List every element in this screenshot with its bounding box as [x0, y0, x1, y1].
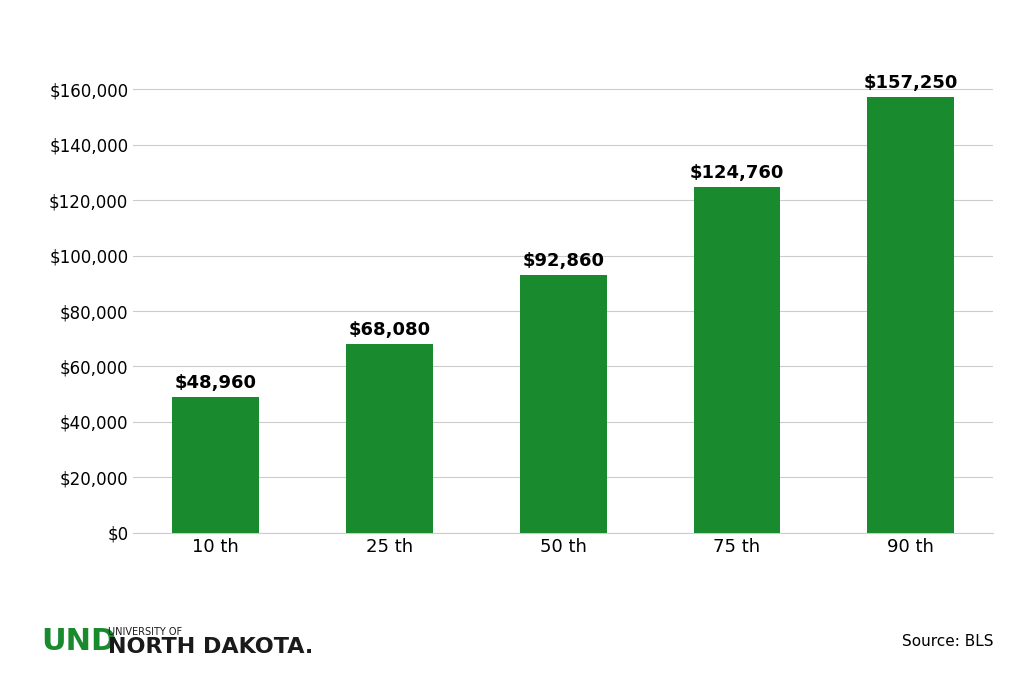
- Text: $124,760: $124,760: [690, 164, 784, 182]
- Text: UND: UND: [41, 627, 116, 656]
- Bar: [867, 97, 954, 533]
- Bar: [346, 344, 433, 533]
- Text: $92,860: $92,860: [522, 253, 604, 270]
- Text: UNIVERSITY OF: UNIVERSITY OF: [108, 626, 181, 637]
- Bar: [520, 275, 606, 533]
- Bar: [172, 397, 259, 533]
- Text: $157,250: $157,250: [863, 74, 957, 92]
- Text: NORTH DAKOTA.: NORTH DAKOTA.: [108, 637, 312, 657]
- Bar: [693, 187, 780, 533]
- Text: $48,960: $48,960: [175, 374, 257, 392]
- Text: $68,080: $68,080: [348, 321, 430, 339]
- Text: Source: BLS: Source: BLS: [902, 634, 993, 649]
